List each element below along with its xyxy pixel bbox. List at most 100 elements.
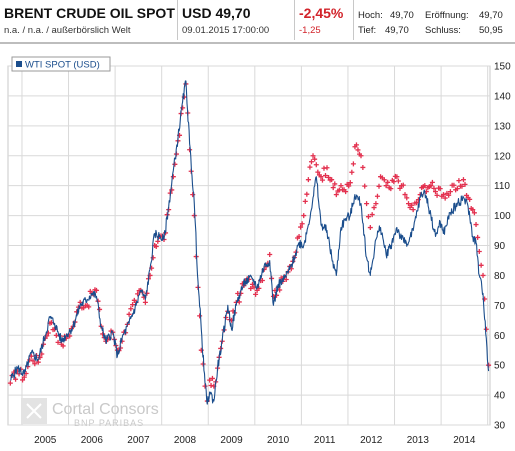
brent-mark [302,198,308,204]
instrument-subtitle: n.a. / n.a. / außerbörslich Welt [4,25,131,36]
brent-mark [388,186,394,192]
change-percent: -2,45% [299,5,344,21]
brent-mark [326,174,332,180]
y-tick-label: 90 [494,241,506,252]
brent-mark [248,285,254,291]
brent-mark [454,186,460,192]
brent-mark [27,357,33,363]
brent-mark [13,376,19,382]
y-tick-label: 150 [494,62,511,73]
brent-mark [304,191,310,197]
y-tick-label: 50 [494,361,506,372]
brent-mark [35,359,41,365]
brent-mark [483,326,489,332]
brent-mark [283,276,289,282]
brent-mark [456,178,462,184]
open-value: 49,70 [479,10,503,21]
brent-mark [253,291,259,297]
series [7,80,492,405]
legend-label: WTI SPOT (USD) [25,60,100,71]
y-tick-label: 110 [494,181,510,192]
brent-mark [410,207,416,213]
brent-mark [451,182,457,188]
brent-mark [93,287,99,293]
brent-mark [459,183,465,189]
quote-header: BRENT CRUDE OIL SPOT n.a. / n.a. / außer… [0,0,515,44]
brent-mark [318,174,324,180]
brent-mark [446,192,452,198]
brent-mark [301,213,307,219]
brent-mark [415,197,421,203]
brent-mark [347,180,353,186]
brent-mark [353,142,359,148]
close-value: 50,95 [479,25,503,36]
brent-mark [369,212,375,218]
brent-mark [365,214,371,220]
watermark-brand: Cortal Consors [52,401,159,418]
brent-mark [197,313,203,319]
instrument-title: BRENT CRUDE OIL SPOT [4,5,175,21]
x-tick-label: 2008 [174,435,197,446]
brent-mark [470,207,476,213]
brent-mark [462,181,468,187]
header-divider [0,42,515,44]
y-tick-label: 100 [494,211,511,222]
change-absolute: -1,25 [299,25,321,36]
brent-mark [319,177,325,183]
brent-mark [376,183,382,189]
brent-mark [86,304,92,310]
brent-mark [428,183,434,189]
brent-mark [467,196,473,202]
brent-mark [381,177,387,183]
brent-mark [338,183,344,189]
brent-mark [170,174,176,180]
x-tick-label: 2005 [34,435,57,446]
brent-mark [367,225,373,231]
legend: WTI SPOT (USD) [11,56,111,72]
brent-mark [409,202,415,208]
series-brent-marks [7,81,492,404]
watermark-sub: BNP PARIBAS [74,418,144,428]
brent-mark [7,380,13,386]
y-tick-label: 60 [494,331,506,342]
brent-mark [394,174,400,180]
brent-mark [391,179,397,185]
x-tick-label: 2006 [81,435,104,446]
y-tick-label: 120 [494,151,511,162]
x-tick-label: 2014 [453,435,476,446]
watermark-logo: Cortal Consors BNP PARIBAS [21,398,159,428]
axes: 30 40 50 60 70 80 90 100 110 120 130 140 150 2005 2006… [34,62,511,447]
brent-mark [190,192,196,198]
brent-mark [343,189,349,195]
brent-mark [429,179,435,185]
brent-mark [364,201,370,207]
brent-mark [471,210,477,216]
brent-mark [475,234,481,240]
brent-mark [308,159,314,165]
x-tick-label: 2007 [127,435,150,446]
brent-mark [373,201,379,207]
brent-mark [374,193,380,199]
grid [7,65,491,426]
brent-mark [360,164,366,170]
brent-mark [126,311,132,317]
brent-mark [20,377,26,383]
brent-mark [209,375,215,381]
price-chart: Cortal Consors BNP PARIBAS 30 40 50 60 70 80 9… [7,56,511,447]
brent-mark [128,306,134,312]
brent-mark [440,192,446,198]
brent-mark [437,186,443,192]
brent-mark [329,177,335,183]
brent-mark [349,169,355,175]
brent-mark [307,164,313,170]
brent-mark [97,306,103,312]
x-tick-label: 2012 [360,435,383,446]
brent-mark [60,343,66,349]
brent-mark [310,153,316,159]
brent-mark [402,192,408,198]
x-tick-label: 2010 [267,435,290,446]
brent-mark [434,192,440,198]
range-cell: Hoch: 49,70 Eröffnung: 49,70 Tief: 49,70… [353,0,515,40]
brent-mark [346,183,352,189]
brent-mark [172,161,178,167]
